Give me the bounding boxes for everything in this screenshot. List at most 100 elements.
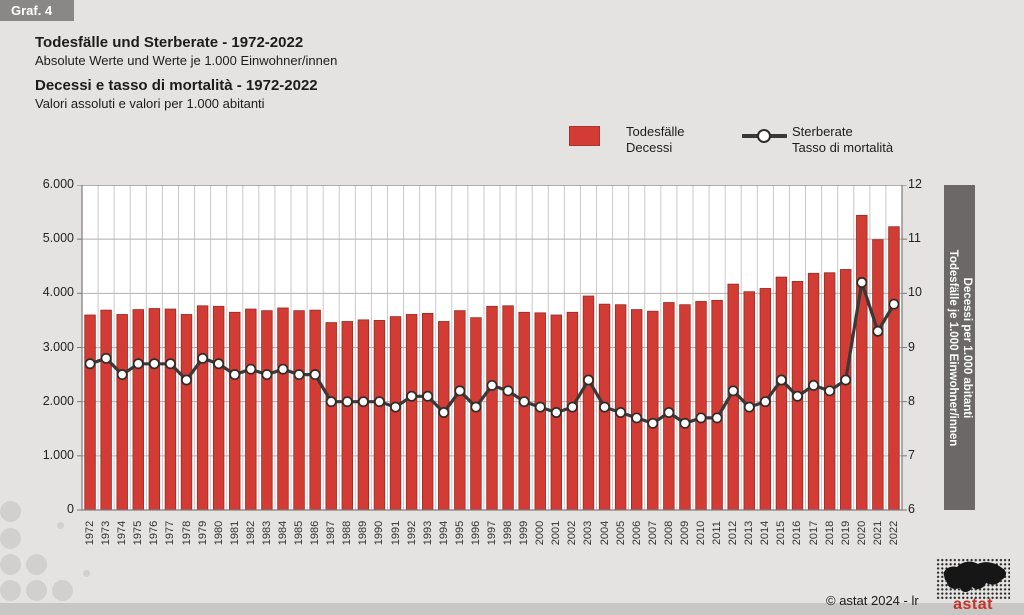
chart-subtitle-it: Valori assoluti e valori per 1.000 abita… (35, 96, 265, 111)
marker-1997 (486, 379, 498, 391)
x-axis-label-2000: 2000 (534, 520, 547, 546)
x-axis-label-2014: 2014 (759, 520, 772, 546)
x-axis-label-1997: 1997 (486, 520, 498, 546)
decorative-dot (26, 580, 47, 601)
marker-2017 (808, 379, 820, 391)
x-axis-label-2001: 2001 (550, 520, 563, 546)
left-tick-label: 0 (67, 502, 74, 516)
x-axis-label-1977: 1977 (164, 520, 177, 546)
x-axis-label-1984: 1984 (276, 520, 289, 546)
x-axis-label-2021: 2021 (871, 520, 884, 546)
bar-1988 (341, 321, 353, 511)
copyright-text: © astat 2024 - lr (826, 593, 919, 608)
x-axis-label-2022: 2022 (887, 520, 900, 546)
x-axis-label-2006: 2006 (630, 520, 643, 546)
x-axis-label-2004: 2004 (598, 520, 611, 546)
marker-2007 (647, 417, 659, 429)
bar-2006 (631, 309, 643, 511)
graf-number-badge: Graf. 4 (0, 0, 74, 21)
x-axis-label-1972: 1972 (84, 520, 97, 546)
x-axis-label-2007: 2007 (646, 520, 659, 546)
bar-2017 (807, 272, 820, 511)
bar-1997 (486, 305, 498, 511)
left-tick-label: 2.000 (42, 393, 74, 408)
right-tick-label: 8 (908, 393, 915, 408)
bar-2021 (872, 239, 884, 511)
bar-1987 (325, 322, 337, 511)
chart-subtitle-de: Absolute Werte und Werte je 1.000 Einwoh… (35, 53, 338, 68)
decorative-dot (0, 528, 21, 549)
marker-2002 (566, 401, 578, 413)
marker-1978 (181, 374, 192, 386)
x-axis-label-2009: 2009 (678, 520, 691, 546)
x-axis-label-1991: 1991 (389, 520, 402, 546)
marker-1993 (422, 390, 434, 402)
marker-2010 (695, 412, 707, 424)
right-tick-label: 9 (908, 339, 915, 354)
x-axis-label-1993: 1993 (421, 520, 434, 546)
marker-2001 (550, 407, 562, 418)
marker-2011 (711, 412, 723, 424)
bar-1983 (261, 310, 273, 511)
x-axis-label-2008: 2008 (662, 520, 675, 546)
x-axis-label-1989: 1989 (357, 520, 370, 546)
right-axis-label-bar: Decessi per 1.000 abitanti Todesfälle je… (944, 185, 975, 510)
left-tick-label: 1.000 (42, 447, 74, 462)
legend-bar-swatch (569, 126, 600, 146)
footer-strip (0, 603, 1024, 615)
x-axis-label-2011: 2011 (711, 521, 724, 545)
right-tick-label: 12 (908, 177, 922, 191)
bar-2020 (856, 214, 868, 511)
marker-1988 (341, 396, 353, 408)
x-axis-label-1998: 1998 (502, 520, 515, 546)
x-axis-label-1987: 1987 (325, 520, 338, 546)
decorative-dot (0, 501, 21, 522)
bar-1980 (212, 305, 225, 511)
marker-1995 (454, 385, 466, 397)
marker-1998 (502, 385, 514, 397)
chart-title-de: Todesfälle und Sterberate - 1972-2022 (35, 34, 304, 51)
x-axis-label-1976: 1976 (148, 520, 161, 546)
marker-1983 (261, 369, 273, 381)
marker-2019 (840, 374, 852, 386)
legend-bars-label: Todesfälle Decessi (626, 124, 685, 156)
x-axis-label-1979: 1979 (196, 520, 209, 546)
marker-1989 (357, 396, 369, 408)
marker-2005 (615, 407, 627, 418)
marker-2003 (583, 374, 594, 386)
x-axis-label-1988: 1988 (341, 520, 354, 546)
marker-1977 (164, 358, 176, 370)
chart-plot (77, 185, 907, 511)
marker-1986 (309, 369, 321, 381)
x-axis-label-1986: 1986 (309, 520, 322, 546)
x-axis-label-1975: 1975 (132, 520, 145, 546)
decorative-dot (57, 522, 64, 529)
bar-1990 (373, 320, 386, 511)
x-axis-label-2012: 2012 (727, 520, 740, 546)
left-tick-label: 4.000 (42, 285, 74, 300)
plot-area (77, 185, 907, 511)
marker-1991 (390, 401, 401, 413)
x-axis-label-2005: 2005 (614, 520, 627, 546)
x-axis-label-2003: 2003 (582, 520, 595, 546)
bar-2007 (647, 310, 659, 511)
decorative-dot (0, 554, 21, 575)
marker-1990 (374, 396, 385, 408)
bar-1982 (245, 308, 257, 511)
legend-line-label-de: Sterberate (792, 124, 853, 139)
right-tick-label: 11 (908, 231, 921, 246)
bar-1984 (277, 307, 289, 511)
marker-1979 (197, 352, 209, 364)
marker-2021 (872, 325, 884, 337)
right-axis-label-it: Decessi per 1.000 abitanti (960, 277, 973, 418)
left-tick-label: 3.000 (42, 339, 74, 354)
bar-1978 (180, 314, 193, 511)
bar-1998 (502, 305, 514, 511)
marker-1987 (325, 396, 337, 408)
marker-2020 (856, 277, 868, 288)
right-tick-label: 10 (908, 285, 922, 300)
decorative-dot (0, 580, 21, 601)
decorative-dot (26, 554, 47, 575)
bar-1977 (164, 308, 177, 511)
